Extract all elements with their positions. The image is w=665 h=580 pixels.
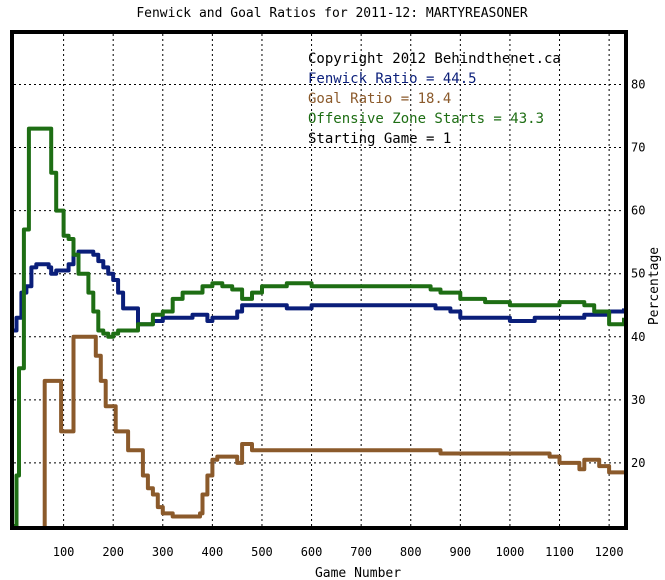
plot-frame [10,30,628,530]
x-axis-label: Game Number [315,566,401,580]
y-tick-label-2: 40 [631,330,645,344]
x-tick-label-6: 700 [350,545,372,559]
annotation-2: Goal Ratio = 18.4 [308,91,451,107]
y-tick-label-5: 70 [631,141,645,155]
x-tick-label-4: 500 [251,545,273,559]
x-tick-label-1: 200 [102,545,124,559]
y-tick-label-4: 60 [631,204,645,218]
annotation-3: Offensive Zone Starts = 43.3 [308,111,544,127]
series-line-2 [14,126,624,526]
annotation-4: Starting Game = 1 [308,131,451,147]
x-tick-label-2: 300 [152,545,174,559]
x-tick-label-10: 1100 [545,545,574,559]
y-tick-label-3: 50 [631,267,645,281]
x-tick-label-9: 1000 [495,545,524,559]
x-tick-label-5: 600 [301,545,323,559]
y-axis-label: Percentage [647,247,662,325]
y-tick-label-0: 20 [631,456,645,470]
x-tick-label-7: 800 [400,545,422,559]
annotations: Copyright 2012 Behindthenet.ca Fenwick Ra… [308,51,561,147]
x-tick-label-0: 100 [53,545,75,559]
y-tick-label-1: 30 [631,393,645,407]
grid [14,34,624,526]
series-group [14,126,624,526]
series-line-0 [14,249,624,333]
x-tick-label-3: 400 [202,545,224,559]
x-tick-label-11: 1200 [595,545,624,559]
y-tick-label-6: 80 [631,77,645,91]
annotation-1: Fenwick Ratio = 44.5 [308,71,477,87]
y-tick-labels: 20 30 40 50 60 70 80 [631,77,645,469]
x-tick-label-8: 900 [449,545,471,559]
chart-title: Fenwick and Goal Ratios for 2011-12: MAR… [136,6,528,21]
annotation-0: Copyright 2012 Behindthenet.ca [308,51,561,67]
series-line-1 [42,334,624,526]
x-tick-labels: 100 200 300 400 500 600 700 800 900 1000 1100 1200 [53,545,624,559]
